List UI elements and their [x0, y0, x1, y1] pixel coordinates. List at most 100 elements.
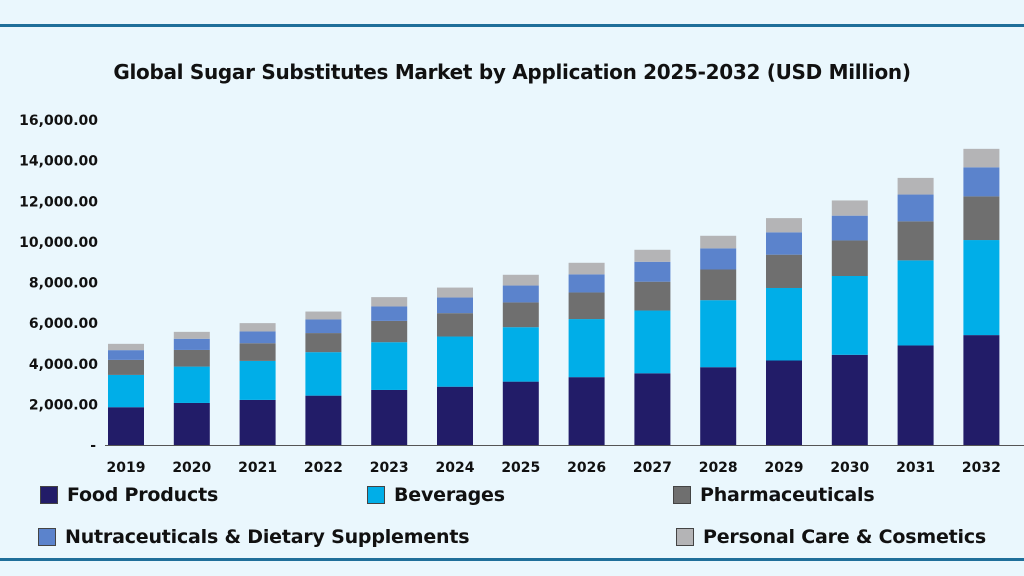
- bar-2021-series-0: [239, 399, 276, 445]
- bar-2026-series-1: [568, 319, 605, 378]
- bar-2025-series-0: [502, 381, 539, 445]
- bar-2028-series-4: [700, 235, 737, 249]
- y-tick-label: 6,000.00: [29, 316, 98, 332]
- legend-swatch: [673, 486, 691, 504]
- bar-2021-series-2: [239, 343, 276, 361]
- bar-2028-series-1: [700, 300, 737, 368]
- bar-2024-series-2: [437, 313, 473, 337]
- legend-label: Nutraceuticals & Dietary Supplements: [65, 526, 470, 548]
- x-tick-label: 2020: [172, 460, 211, 476]
- x-tick-label: 2019: [107, 460, 146, 476]
- legend-label: Food Products: [67, 484, 219, 506]
- y-tick-label: 8,000.00: [29, 276, 98, 292]
- legend-swatch: [367, 486, 385, 504]
- bar-2025-series-1: [502, 327, 539, 382]
- x-tick-label: 2028: [699, 460, 738, 476]
- bar-2027-series-0: [634, 373, 671, 445]
- bar-2026-series-0: [568, 377, 605, 445]
- bar-2030-series-4: [831, 200, 868, 216]
- bar-2030-series-1: [831, 276, 868, 355]
- chart-title: Global Sugar Substitutes Market by Appli…: [113, 60, 911, 84]
- bar-2031-series-2: [897, 221, 934, 261]
- bar-2024-series-4: [437, 287, 473, 298]
- bar-2026-series-4: [568, 262, 605, 275]
- bar-2030-series-2: [831, 240, 868, 276]
- legend-label: Beverages: [394, 484, 505, 506]
- bar-2019-series-2: [108, 359, 144, 375]
- y-tick-label: 14,000.00: [19, 154, 98, 170]
- x-tick-label: 2026: [567, 460, 606, 476]
- x-tick-label: 2031: [896, 460, 935, 476]
- bar-2028-series-3: [700, 248, 737, 270]
- bar-2031-series-1: [897, 260, 934, 346]
- bar-2020-series-4: [173, 331, 210, 339]
- legend-label: Personal Care & Cosmetics: [703, 526, 986, 548]
- bar-2032-series-3: [963, 167, 1000, 197]
- bar-2026-series-2: [568, 292, 605, 320]
- bar-2031-series-0: [897, 345, 934, 445]
- bar-2020-series-0: [173, 402, 210, 445]
- bar-2029-series-3: [766, 232, 802, 255]
- bar-2032-series-2: [963, 196, 1000, 241]
- bar-2021-series-4: [239, 323, 276, 332]
- x-tick-label: 2023: [370, 460, 409, 476]
- bar-2022-series-2: [305, 333, 342, 353]
- bar-2023-series-0: [371, 389, 408, 445]
- y-tick-label: 2,000.00: [29, 397, 98, 413]
- bar-2022-series-0: [305, 395, 342, 445]
- bar-2029-series-4: [766, 218, 802, 233]
- bar-2023-series-2: [371, 320, 408, 343]
- y-tick-label: 12,000.00: [19, 194, 98, 210]
- bar-2032-series-4: [963, 148, 1000, 168]
- bar-2025-series-2: [502, 302, 539, 328]
- bar-2020-series-2: [173, 349, 210, 367]
- bar-2023-series-4: [371, 297, 408, 307]
- x-tick-label: 2029: [765, 460, 804, 476]
- bar-2024-series-3: [437, 297, 473, 314]
- x-tick-label: 2025: [501, 460, 540, 476]
- bar-2026-series-3: [568, 274, 605, 293]
- y-tick-label: 16,000.00: [19, 113, 98, 129]
- legend-food-products: Food Products: [40, 484, 218, 506]
- bar-2021-series-3: [239, 331, 276, 344]
- bar-2027-series-4: [634, 249, 671, 262]
- x-tick-label: 2030: [830, 460, 869, 476]
- bottom-rule: [0, 558, 1024, 561]
- x-tick-label: 2032: [962, 460, 1001, 476]
- legend-label: Pharmaceuticals: [700, 484, 875, 506]
- legend-pharmaceuticals: Pharmaceuticals: [673, 484, 875, 506]
- legend-swatch: [676, 528, 694, 546]
- x-tick-label: 2024: [436, 460, 475, 476]
- bar-2023-series-1: [371, 342, 408, 390]
- bar-2032-series-1: [963, 240, 1000, 336]
- bar-2031-series-3: [897, 194, 934, 222]
- bar-2027-series-2: [634, 281, 671, 311]
- bar-2029-series-0: [766, 360, 802, 445]
- bar-2019-series-4: [108, 343, 144, 351]
- legend-nutraceuticals: Nutraceuticals & Dietary Supplements: [38, 526, 470, 548]
- bar-2028-series-2: [700, 269, 737, 301]
- y-tick-label: 10,000.00: [19, 235, 98, 251]
- bar-2019-series-1: [108, 374, 144, 408]
- legend-beverages: Beverages: [367, 484, 505, 506]
- bar-2022-series-3: [305, 319, 342, 334]
- legend-swatch: [40, 486, 58, 504]
- bar-2027-series-3: [634, 261, 671, 282]
- bar-2025-series-3: [502, 285, 539, 303]
- bar-2029-series-1: [766, 287, 802, 361]
- bar-2020-series-3: [173, 338, 210, 350]
- top-rule: [0, 24, 1024, 27]
- bar-2020-series-1: [173, 366, 210, 403]
- x-tick-label: 2022: [304, 460, 343, 476]
- y-tick-label: 4,000.00: [29, 357, 98, 373]
- bar-2028-series-0: [700, 367, 737, 445]
- bar-2019-series-3: [108, 350, 144, 360]
- bar-2023-series-3: [371, 306, 408, 321]
- bar-2024-series-1: [437, 336, 473, 387]
- legend-swatch: [38, 528, 56, 546]
- bar-2025-series-4: [502, 274, 539, 286]
- bar-2031-series-4: [897, 177, 934, 195]
- bar-2024-series-0: [437, 386, 473, 445]
- legend-personal-care: Personal Care & Cosmetics: [676, 526, 986, 548]
